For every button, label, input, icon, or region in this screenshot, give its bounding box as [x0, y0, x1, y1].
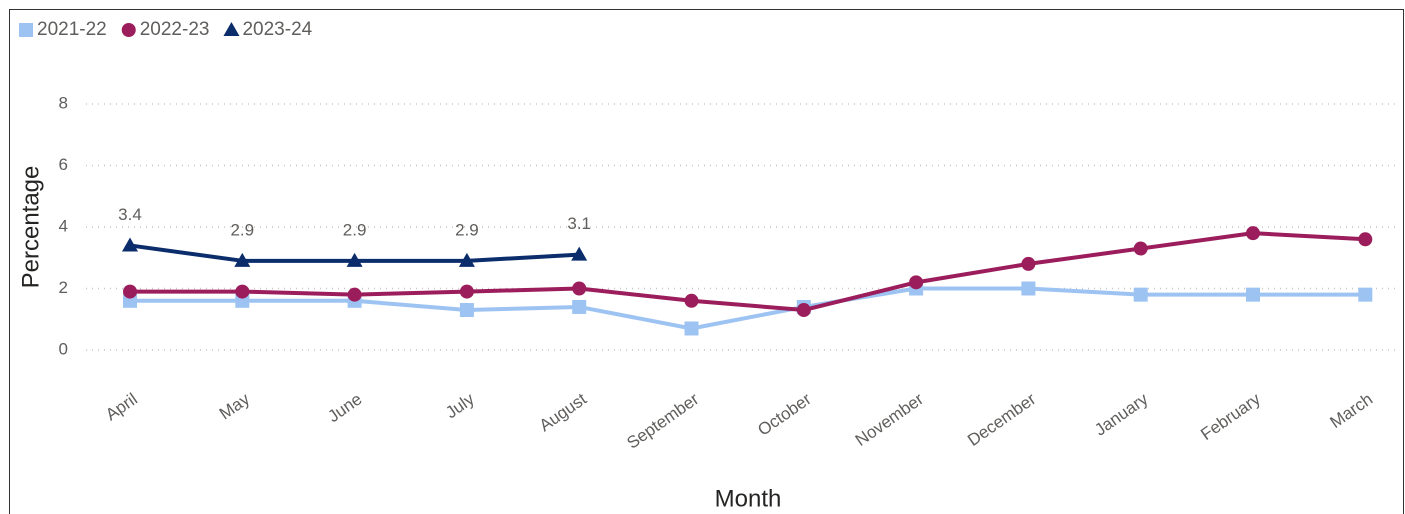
x-tick-label: March: [1327, 389, 1377, 432]
x-tick-label: August: [536, 389, 590, 435]
x-tick-label: June: [324, 389, 365, 426]
marker: [572, 299, 587, 314]
marker: [571, 246, 588, 261]
x-tick-label: October: [754, 389, 815, 439]
legend: 2021-22 2022-23 2023-24: [19, 19, 313, 40]
x-tick-label: February: [1197, 389, 1264, 444]
marker: [121, 23, 136, 37]
legend-label: 2023-24: [242, 19, 312, 40]
x-tick-label: November: [852, 389, 927, 450]
y-tick-label: 0: [59, 339, 68, 358]
marker: [19, 23, 33, 37]
series-line: [130, 231, 1366, 313]
chart-border: [9, 9, 1404, 514]
marker: [909, 275, 924, 290]
marker: [234, 252, 251, 267]
data-label: 3.4: [118, 205, 142, 224]
legend-label: 2022-23: [140, 19, 210, 40]
y-tick-label: 6: [59, 155, 68, 174]
marker: [459, 284, 474, 299]
marker: [123, 284, 137, 299]
marker: [684, 321, 699, 336]
x-tick-label: September: [623, 389, 702, 452]
marker: [459, 303, 474, 318]
x-axis-title: Month: [715, 485, 782, 512]
x-tick-label: January: [1091, 389, 1152, 440]
marker: [1021, 256, 1036, 271]
marker: [684, 293, 699, 308]
marker: [235, 284, 250, 299]
marker: [458, 252, 475, 267]
marker: [1246, 226, 1260, 241]
marker: [1358, 232, 1373, 247]
data-label: 2.9: [230, 220, 254, 239]
marker: [572, 281, 587, 296]
data-label: 2.9: [455, 220, 479, 239]
y-tick-label: 2: [59, 278, 68, 297]
marker: [1021, 281, 1036, 296]
legend-label: 2021-22: [37, 19, 107, 40]
marker: [796, 303, 811, 318]
marker: [1133, 287, 1148, 302]
marker: [347, 287, 362, 302]
y-tick-label: 4: [59, 216, 68, 235]
y-axis-title: Percentage: [17, 166, 44, 289]
marker: [223, 22, 240, 36]
data-label: 2.9: [343, 220, 367, 239]
y-tick-label: 8: [59, 93, 68, 112]
marker: [346, 252, 363, 267]
marker: [122, 237, 138, 252]
x-tick-label: December: [964, 389, 1039, 450]
x-tick-label: April: [102, 389, 141, 424]
marker: [1133, 241, 1148, 256]
marker: [1358, 287, 1373, 302]
series-line: [130, 286, 1366, 331]
x-tick-label: July: [442, 389, 478, 422]
x-tick-label: May: [216, 389, 254, 423]
marker: [1246, 287, 1260, 302]
data-label: 3.1: [567, 214, 591, 233]
